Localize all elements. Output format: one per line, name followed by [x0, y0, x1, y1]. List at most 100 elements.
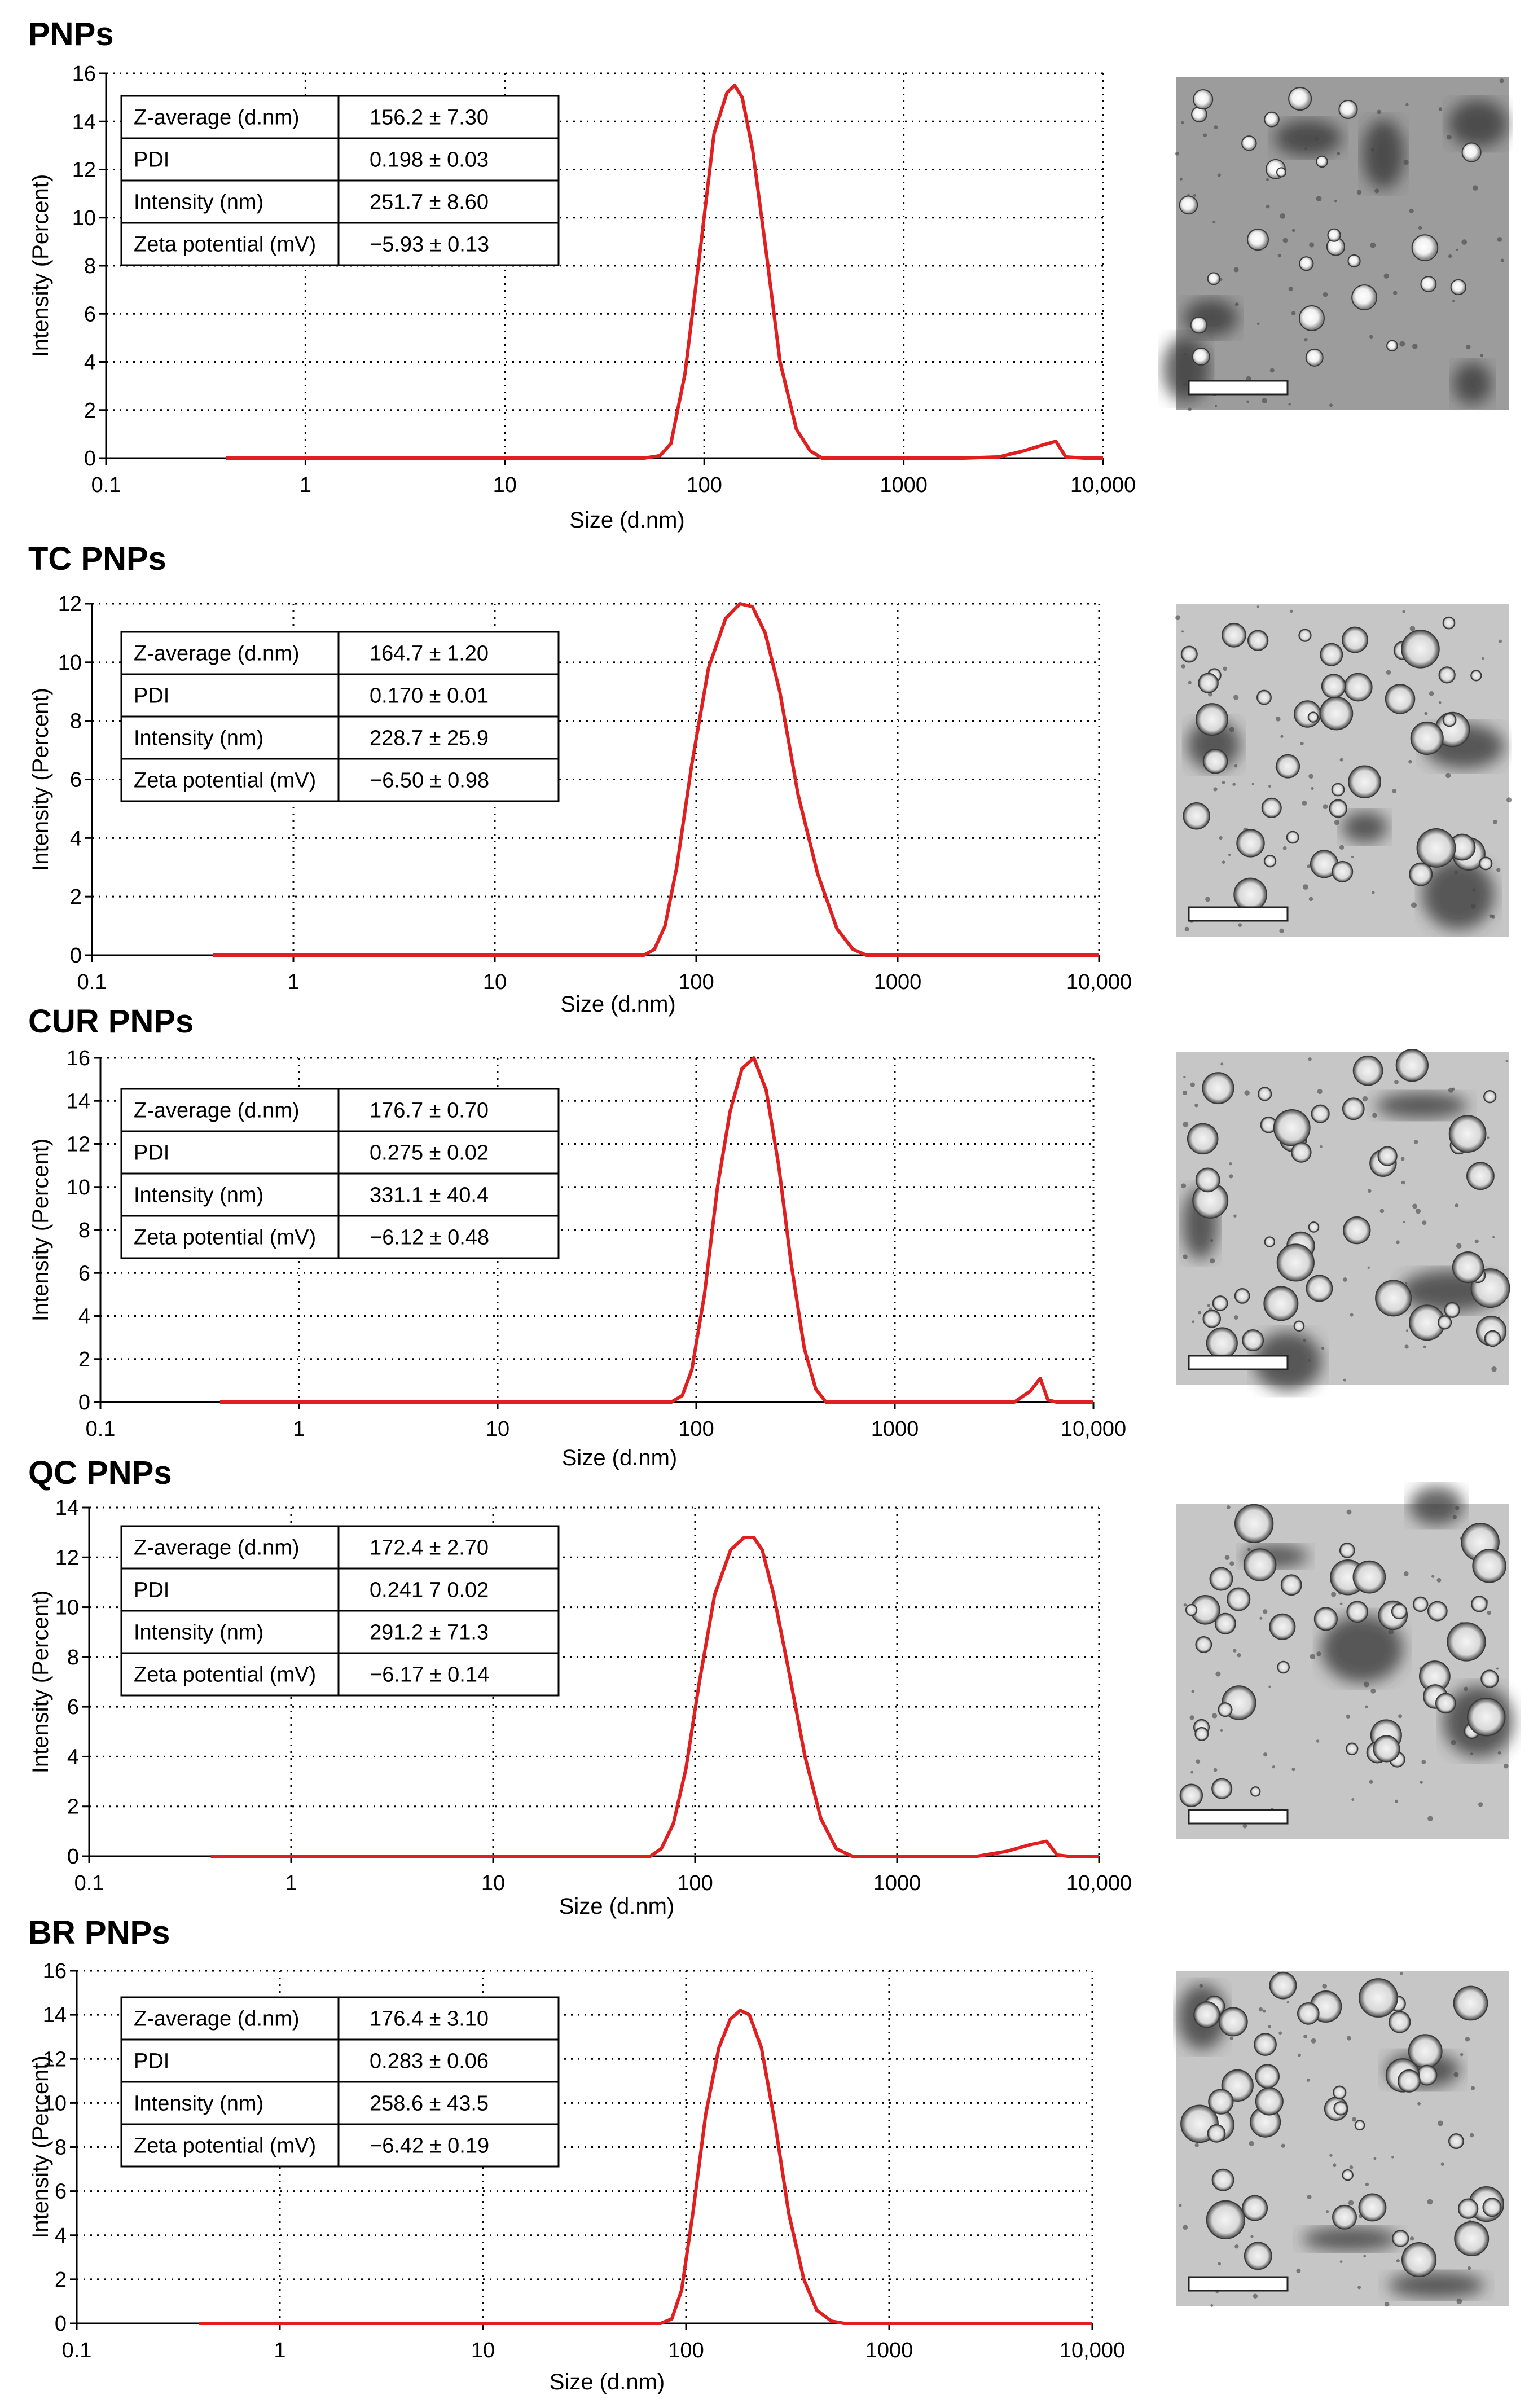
panel-title: QC PNPs: [28, 1455, 172, 1491]
y-tick-label: 2: [55, 2268, 67, 2292]
speck: [1492, 819, 1497, 824]
x-tick-label: 0.1: [86, 1417, 116, 1441]
speck: [1496, 868, 1501, 872]
y-tick-label: 4: [55, 2224, 67, 2248]
nanoparticle: [1247, 630, 1269, 651]
nanoparticle: [1286, 831, 1299, 844]
nanoparticle: [1438, 666, 1456, 684]
x-tick-label: 0.1: [77, 970, 107, 994]
table-value: 176.7 ± 0.70: [370, 1099, 489, 1123]
speck: [1229, 727, 1234, 732]
nanoparticle: [1305, 348, 1324, 367]
speck: [1399, 341, 1405, 347]
speck: [1453, 2072, 1459, 2077]
nanoparticle: [1185, 1603, 1198, 1616]
stain-blob: [1388, 2272, 1485, 2299]
speck: [1374, 188, 1379, 194]
nanoparticle: [1195, 1636, 1212, 1653]
speck: [1193, 194, 1196, 197]
speck: [1214, 125, 1218, 130]
speck: [1282, 846, 1287, 850]
stain-blob: [1409, 1486, 1464, 1526]
nanoparticle: [1202, 1310, 1222, 1328]
y-tick-label: 10: [72, 206, 96, 230]
table-label: PDI: [134, 148, 169, 172]
speck: [1391, 2156, 1394, 2159]
speck: [1402, 610, 1405, 613]
speck: [1234, 2244, 1239, 2249]
table-label: Z-average (d.nm): [134, 106, 300, 130]
speck: [1408, 759, 1412, 764]
nanoparticle: [1332, 860, 1354, 882]
speck: [1461, 239, 1468, 245]
speck: [1395, 1240, 1400, 1245]
table-value: 164.7 ± 1.20: [370, 642, 489, 666]
nanoparticle: [1277, 1660, 1290, 1674]
speck: [1298, 2053, 1301, 2057]
speck: [1229, 1162, 1232, 1166]
nanoparticle: [1263, 1286, 1299, 1321]
x-axis-label: Size (d.nm): [562, 1445, 678, 1470]
speck: [1188, 407, 1192, 411]
nanoparticle: [1342, 626, 1368, 653]
x-axis-label: Size (d.nm): [560, 992, 676, 1017]
x-tick-label: 100: [677, 1871, 713, 1895]
x-tick-label: 100: [668, 2339, 704, 2362]
nanoparticle: [1273, 1109, 1311, 1146]
nanoparticle: [1241, 135, 1257, 151]
speck: [1481, 657, 1484, 660]
chart-panel: PNPs 0.1 1 10 100 1000 10,000 0 2 4 6 8 10 12 14 16 Size…: [28, 16, 1136, 533]
table-label: Z-average (d.nm): [134, 2007, 300, 2031]
speck: [1474, 1239, 1479, 1243]
nanoparticle: [1291, 1142, 1312, 1163]
table-value: 176.4 ± 3.10: [370, 2007, 489, 2031]
nanoparticle: [1288, 87, 1312, 111]
speck: [1431, 1575, 1435, 1578]
speck: [1349, 2165, 1354, 2169]
speck: [1306, 2078, 1310, 2082]
nanoparticle: [1207, 2124, 1226, 2143]
speck: [1334, 820, 1339, 825]
table-label: Z-average (d.nm): [134, 1099, 300, 1123]
speck: [1280, 735, 1284, 738]
speck: [1409, 208, 1414, 213]
nanoparticle: [1276, 754, 1300, 779]
speck: [1440, 2162, 1445, 2166]
scale-bar: [1188, 380, 1289, 396]
speck: [1218, 2262, 1222, 2266]
intensity-distribution-line: [213, 602, 1099, 957]
nanoparticle: [1263, 855, 1277, 868]
speck: [1310, 1654, 1316, 1659]
speck: [1365, 1705, 1368, 1708]
y-tick-label: 14: [55, 1496, 79, 1520]
speck: [1325, 2210, 1329, 2213]
speck: [1352, 2117, 1357, 2122]
y-tick-label: 6: [55, 2180, 67, 2204]
x-tick-label: 1000: [873, 1871, 921, 1895]
scale-bar: [1188, 1809, 1289, 1825]
x-tick-label: 1000: [880, 473, 928, 497]
speck: [1329, 2154, 1333, 2157]
speck: [1210, 1258, 1215, 1264]
nanoparticle: [1311, 1104, 1330, 1123]
speck: [1233, 1315, 1238, 1320]
speck: [1372, 891, 1375, 894]
tem-micrograph: [1175, 604, 1512, 937]
nanoparticle: [1448, 1115, 1487, 1153]
speck: [1321, 1346, 1325, 1350]
speck: [1343, 1378, 1346, 1382]
nanoparticle: [1482, 2198, 1502, 2217]
speck: [1196, 1759, 1201, 1764]
y-tick-label: 0: [84, 447, 96, 471]
nanoparticle: [1254, 2033, 1277, 2056]
y-tick-label: 4: [67, 1745, 79, 1769]
speck: [1190, 1770, 1193, 1774]
nanoparticle: [1242, 2195, 1268, 2221]
nanoparticle: [1347, 254, 1361, 268]
speck: [1404, 1344, 1409, 1349]
speck: [1339, 2260, 1343, 2264]
nanoparticle: [1308, 1221, 1320, 1233]
speck: [1222, 860, 1225, 864]
nanoparticle: [1212, 1295, 1228, 1311]
